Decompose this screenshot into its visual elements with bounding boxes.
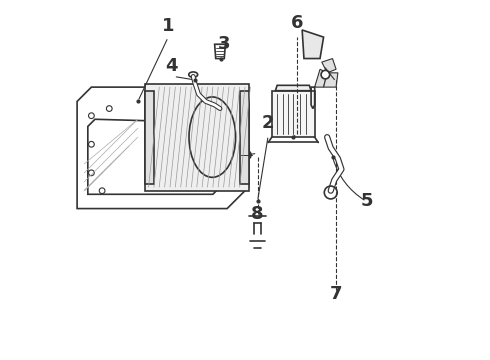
Text: 6: 6 xyxy=(291,14,303,32)
Text: 8: 8 xyxy=(251,205,264,223)
Text: 4: 4 xyxy=(166,57,178,75)
Polygon shape xyxy=(272,91,315,137)
Text: 2: 2 xyxy=(262,114,274,132)
Polygon shape xyxy=(275,85,311,91)
Polygon shape xyxy=(315,69,327,87)
Polygon shape xyxy=(302,30,323,59)
Polygon shape xyxy=(145,91,154,184)
Polygon shape xyxy=(322,59,336,73)
Text: 7: 7 xyxy=(330,285,343,303)
Text: 3: 3 xyxy=(218,35,230,53)
Text: 1: 1 xyxy=(162,17,174,35)
Polygon shape xyxy=(240,91,248,184)
Text: 5: 5 xyxy=(360,193,373,211)
Circle shape xyxy=(321,70,330,79)
Polygon shape xyxy=(145,84,248,191)
Polygon shape xyxy=(323,73,338,87)
